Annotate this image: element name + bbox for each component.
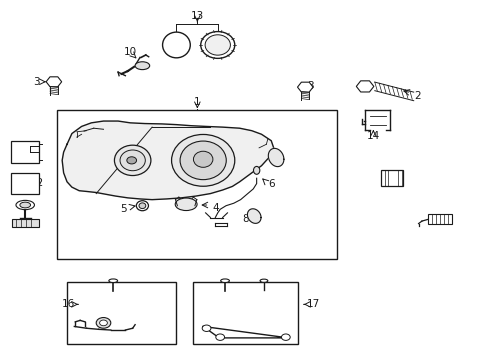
Polygon shape bbox=[268, 148, 284, 167]
Ellipse shape bbox=[135, 62, 149, 69]
Text: 12: 12 bbox=[31, 178, 44, 188]
Ellipse shape bbox=[204, 35, 230, 55]
Text: 17: 17 bbox=[306, 299, 320, 309]
Circle shape bbox=[281, 334, 289, 341]
Ellipse shape bbox=[193, 151, 212, 167]
Circle shape bbox=[100, 320, 107, 326]
Ellipse shape bbox=[16, 201, 34, 210]
Text: 2: 2 bbox=[413, 91, 420, 101]
Text: 13: 13 bbox=[190, 11, 203, 21]
Bar bbox=[11, 141, 39, 163]
Ellipse shape bbox=[120, 150, 145, 171]
Ellipse shape bbox=[180, 141, 226, 180]
Ellipse shape bbox=[139, 203, 145, 208]
Ellipse shape bbox=[175, 198, 197, 211]
Ellipse shape bbox=[162, 32, 190, 58]
Text: 4: 4 bbox=[212, 203, 218, 213]
Text: 3: 3 bbox=[306, 81, 313, 91]
Ellipse shape bbox=[201, 32, 234, 58]
Text: 1: 1 bbox=[194, 97, 200, 107]
Ellipse shape bbox=[114, 145, 151, 176]
Text: 6: 6 bbox=[267, 179, 274, 189]
Bar bbox=[11, 173, 39, 194]
Circle shape bbox=[126, 157, 136, 164]
Circle shape bbox=[215, 334, 224, 341]
Polygon shape bbox=[247, 209, 261, 223]
Text: 15: 15 bbox=[388, 171, 401, 181]
Ellipse shape bbox=[109, 279, 117, 283]
Ellipse shape bbox=[171, 134, 234, 186]
Ellipse shape bbox=[260, 279, 267, 282]
Text: 7: 7 bbox=[274, 151, 280, 161]
Text: 16: 16 bbox=[62, 299, 75, 309]
Polygon shape bbox=[62, 121, 273, 200]
Text: 3: 3 bbox=[34, 77, 40, 87]
Circle shape bbox=[96, 318, 111, 328]
Text: 8: 8 bbox=[242, 214, 248, 224]
Text: 9: 9 bbox=[436, 215, 442, 225]
Circle shape bbox=[202, 325, 210, 332]
Text: 10: 10 bbox=[123, 47, 137, 57]
Bar bbox=[193, 282, 297, 344]
Text: 11: 11 bbox=[16, 145, 29, 155]
Bar bbox=[427, 213, 451, 224]
Bar bbox=[12, 219, 39, 227]
Ellipse shape bbox=[20, 202, 30, 208]
Ellipse shape bbox=[253, 166, 259, 174]
Ellipse shape bbox=[136, 201, 148, 211]
Bar bbox=[380, 170, 402, 186]
Bar bbox=[67, 282, 176, 344]
Ellipse shape bbox=[220, 279, 229, 283]
Bar bbox=[57, 111, 336, 258]
Text: 5: 5 bbox=[121, 203, 127, 213]
Text: 14: 14 bbox=[366, 131, 379, 141]
